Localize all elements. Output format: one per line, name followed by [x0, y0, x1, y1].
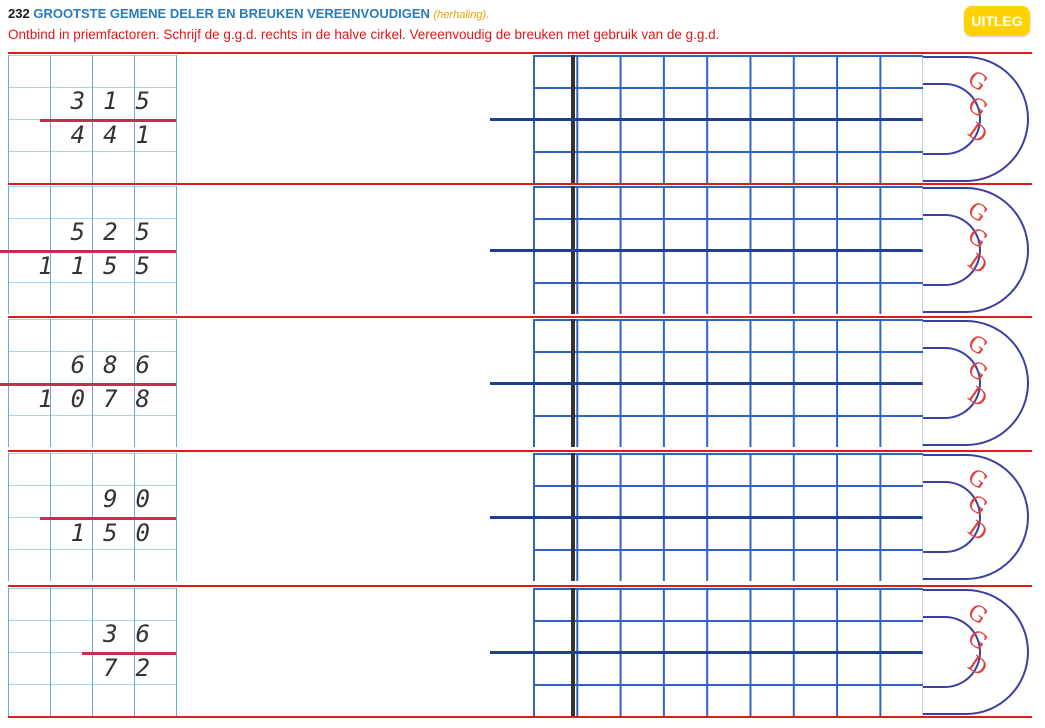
- factor-line: [490, 249, 922, 252]
- ggd-half-circle[interactable]: [923, 187, 1029, 313]
- factor-line: [490, 118, 922, 121]
- fraction-denominator: 1155: [38, 252, 168, 280]
- ggd-inner-arc: [923, 481, 981, 553]
- fraction-denominator: 441: [70, 121, 168, 149]
- exercise-title-text: GROOTSTE GEMENE DELER EN BREUKEN VEREENV…: [33, 6, 430, 21]
- ggd-half-circle[interactable]: [923, 454, 1029, 580]
- fraction-bar: [40, 119, 176, 122]
- fraction-bar: [82, 652, 176, 655]
- fraction: 36 72: [8, 588, 176, 716]
- factor-line: [490, 382, 922, 385]
- ggd-inner-arc: [923, 616, 981, 688]
- instruction-text: Ontbind in priemfactoren. Schrijf de g.g…: [8, 27, 720, 42]
- ggd-inner-arc: [923, 83, 981, 155]
- ggd-inner-arc: [923, 214, 981, 286]
- fraction: 90 150: [8, 453, 176, 581]
- row-separator-line: [8, 316, 1032, 318]
- fraction-numerator: 90: [103, 485, 168, 513]
- row-separator-line: [8, 52, 1032, 54]
- fraction: 525 1155: [0, 186, 176, 314]
- fraction-bar: [40, 517, 176, 520]
- fraction-denominator: 1078: [38, 385, 168, 413]
- fraction-numerator: 315: [70, 87, 168, 115]
- uitleg-button[interactable]: UITLEG: [964, 6, 1030, 36]
- row-separator-line: [8, 450, 1032, 452]
- fraction-numerator: 525: [70, 218, 168, 246]
- ggd-half-circle[interactable]: [923, 320, 1029, 446]
- exercise-number: 232: [8, 6, 30, 21]
- fraction-numerator: 686: [70, 351, 168, 379]
- fraction-denominator: 150: [70, 519, 168, 547]
- row-separator-line: [8, 585, 1032, 587]
- fraction: 686 1078: [0, 319, 176, 447]
- exercise-subtitle: (herhaling).: [433, 9, 490, 21]
- exercise-title: 232 GROOTSTE GEMENE DELER EN BREUKEN VER…: [8, 6, 908, 21]
- row-separator-line: [8, 183, 1032, 185]
- ggd-half-circle[interactable]: [923, 589, 1029, 715]
- factor-line: [490, 651, 922, 654]
- fraction-denominator: 72: [103, 654, 168, 682]
- fraction: 315 441: [8, 55, 176, 183]
- ggd-half-circle[interactable]: [923, 56, 1029, 182]
- ggd-inner-arc: [923, 347, 981, 419]
- fraction-bar: [0, 250, 176, 253]
- row-separator-line: [8, 716, 1032, 718]
- fraction-numerator: 36: [103, 620, 168, 648]
- factor-line: [490, 516, 922, 519]
- fraction-bar: [0, 383, 176, 386]
- header: 232 GROOTSTE GEMENE DELER EN BREUKEN VER…: [8, 6, 908, 42]
